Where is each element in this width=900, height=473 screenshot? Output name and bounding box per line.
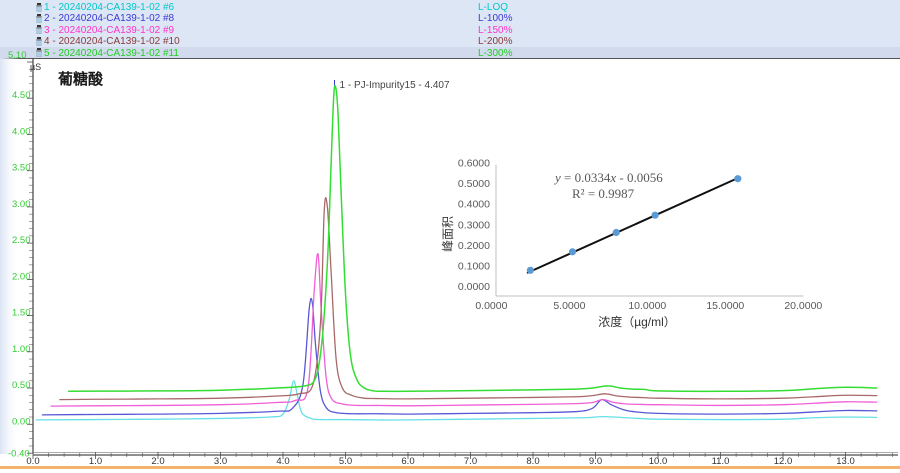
- svg-text:0.0000: 0.0000: [475, 300, 507, 312]
- svg-text:5.0000: 5.0000: [553, 300, 585, 312]
- svg-text:µS: µS: [30, 62, 41, 72]
- svg-text:1.50: 1.50: [12, 308, 31, 319]
- svg-text:峰面积: 峰面积: [441, 216, 455, 252]
- svg-text:2.50: 2.50: [12, 235, 31, 246]
- svg-text:0.6000: 0.6000: [458, 158, 490, 170]
- svg-text:0.2000: 0.2000: [458, 240, 490, 252]
- svg-text:0.00: 0.00: [12, 416, 31, 427]
- svg-text:0.5000: 0.5000: [458, 178, 490, 190]
- svg-text:3.00: 3.00: [12, 199, 31, 210]
- svg-text:0.1000: 0.1000: [458, 261, 490, 273]
- svg-text:浓度（µg/ml）: 浓度（µg/ml）: [598, 314, 676, 329]
- svg-text:1.00: 1.00: [12, 344, 31, 355]
- svg-text:5.10: 5.10: [8, 50, 27, 61]
- svg-text:0.50: 0.50: [12, 380, 31, 391]
- svg-text:0.0000: 0.0000: [458, 281, 490, 293]
- svg-text:葡糖酸: 葡糖酸: [57, 70, 104, 88]
- svg-text:y = 0.0334x - 0.0056: y = 0.0334x - 0.0056: [553, 170, 663, 185]
- svg-text:0.3000: 0.3000: [458, 219, 490, 231]
- svg-text:4.00: 4.00: [12, 127, 31, 138]
- svg-text:15.0000: 15.0000: [706, 300, 744, 312]
- svg-text:R² = 0.9987: R² = 0.9987: [572, 186, 635, 201]
- svg-text:2.00: 2.00: [12, 271, 31, 282]
- svg-text:1 - PJ-Impurity15 - 4.407: 1 - PJ-Impurity15 - 4.407: [340, 80, 450, 91]
- svg-text:20.0000: 20.0000: [784, 300, 822, 312]
- svg-text:0.4000: 0.4000: [458, 199, 490, 211]
- svg-text:4.50: 4.50: [12, 90, 31, 101]
- svg-text:10.0000: 10.0000: [628, 300, 666, 312]
- svg-text:3.50: 3.50: [12, 163, 31, 174]
